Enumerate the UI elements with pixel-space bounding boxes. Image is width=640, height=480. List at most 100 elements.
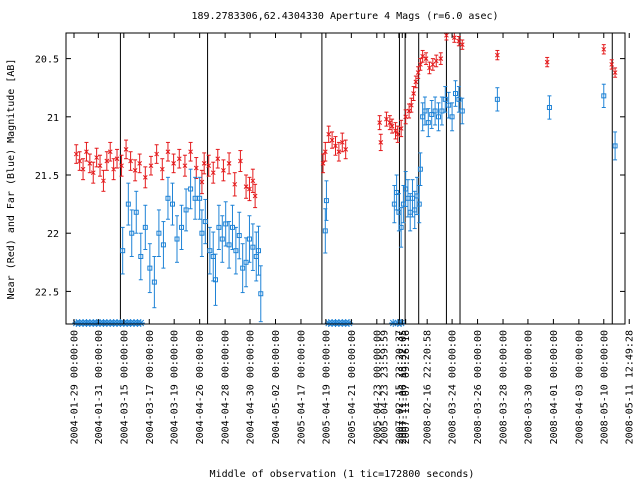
y-tick-label-3: 22 (47, 229, 59, 240)
x-tick-label-24: 2008-05-10 00:00:00 (599, 330, 610, 444)
series-0-point-61 (413, 75, 419, 89)
series-0-point-63 (418, 58, 423, 71)
series-1-point-57 (436, 102, 442, 132)
x-tick-label-7: 2004-04-30 00:00:00 (246, 330, 257, 444)
series-0-point-36 (238, 150, 243, 173)
x-ticks: 2004-01-29 00:00:00 2004-01-31 00:00:00 20… (70, 33, 636, 444)
x-tick-label-25: 2008-05-11 12:49:28 (625, 330, 636, 444)
series-1-point-0 (120, 226, 126, 275)
series-0-point-60 (411, 86, 416, 102)
series-1-point-1 (125, 182, 131, 226)
y-axis-label: Near (Red) and Far (Blue) Magnitude [AB] (6, 59, 17, 300)
series-1-point-5 (142, 204, 148, 251)
series-0-point-66 (427, 61, 432, 75)
series-1-point-62 (452, 80, 458, 107)
series-1-point-14 (183, 188, 189, 232)
x-tick-label-19: 2008-03-26 00:00:00 (473, 330, 484, 444)
x-tick-label-15: 2007-11-06 15:32:05 (398, 330, 409, 444)
x-tick-label-22: 2008-04-01 00:00:00 (549, 330, 560, 444)
x-tick-label-8: 2004-05-02 00:00:00 (271, 330, 282, 444)
series-0-point-64 (420, 49, 426, 63)
series-1-point-52 (420, 102, 426, 132)
series-1-point-22 (213, 253, 218, 306)
series-0-point-52 (387, 115, 393, 131)
x-tick-label-0: 2004-01-29 00:00:00 (70, 330, 81, 444)
series-1-point-20 (207, 226, 213, 275)
series-0-point-45 (333, 136, 338, 156)
series-0-point-14 (123, 139, 129, 160)
series-0-point-31 (210, 161, 216, 184)
series-1-point-4 (138, 232, 144, 281)
x-tick-label-17: 2008-02-16 22:20:58 (423, 330, 434, 444)
series-0-point-26 (188, 141, 193, 162)
series-1-point-60 (446, 91, 452, 119)
x-tick-label-2: 2004-03-15 00:00:00 (119, 330, 130, 444)
series-0-point-76 (601, 44, 607, 55)
series-0-point-29 (201, 152, 207, 175)
series-1-point-16 (192, 176, 198, 220)
series-0-point-58 (406, 103, 412, 119)
series-0-point-37 (243, 174, 249, 199)
series-1-point-13 (179, 204, 185, 251)
series-0-point-49 (377, 115, 382, 131)
x-tick-label-12: 2005-04-23 00:00:00 (372, 330, 383, 444)
series-0-point-44 (329, 131, 335, 149)
series-0-point-27 (193, 157, 199, 179)
series-0-point-47 (339, 132, 345, 153)
series-0-point-13 (119, 154, 124, 177)
x-tick-label-9: 2005-04-17 00:00:00 (296, 330, 307, 444)
series-0-point-11 (111, 158, 116, 181)
series-1-point-9 (160, 221, 166, 269)
series-0-point-74 (495, 49, 500, 61)
series-0-point-16 (132, 159, 138, 182)
series-0-point-70 (444, 32, 449, 41)
series-1-point-26 (226, 221, 232, 269)
series-0-point-3 (84, 141, 89, 162)
series-0-point-78 (612, 67, 618, 78)
x-tick-label-5: 2004-04-26 00:00:00 (195, 330, 206, 444)
series-0-point-73 (459, 39, 465, 50)
series-0-point-7 (97, 154, 103, 177)
series-1-point-67 (601, 83, 607, 108)
series-1-point-33 (250, 223, 256, 271)
series-0-point-12 (114, 148, 120, 169)
series-0-point-59 (408, 97, 414, 113)
series-1-point-40 (394, 174, 400, 211)
series-0-point-1 (77, 151, 83, 171)
x-tick-label-3: 2004-03-17 00:00:00 (145, 330, 156, 444)
series-0-point-18 (142, 166, 148, 189)
x-tick-label-18: 2008-03-24 00:00:00 (448, 330, 459, 444)
x-tick-label-11: 2005-04-21 00:00:00 (347, 330, 358, 444)
series-0-point-8 (101, 169, 106, 192)
series-0-point-17 (137, 153, 143, 174)
series-0-point-65 (423, 52, 429, 65)
series-1-point-23 (216, 204, 222, 251)
series-1-point-34 (253, 231, 259, 282)
y-tick-label-0: 20.5 (35, 55, 59, 66)
x-tick-label-4: 2004-03-19 00:00:00 (170, 330, 181, 444)
series-1-point-38 (323, 180, 329, 221)
series-1-point-56 (432, 96, 438, 126)
series-1-point-44 (403, 171, 409, 207)
series-1-point-17 (197, 176, 203, 220)
series-1-point-32 (246, 215, 252, 263)
series-0-point-54 (393, 122, 398, 140)
series-0-point-48 (343, 139, 349, 160)
limit-marker-19 (136, 319, 145, 327)
series-1-point-50 (416, 184, 422, 224)
series-1-point-36 (258, 265, 264, 323)
series-0-point-57 (403, 109, 409, 125)
series-0-point-2 (80, 158, 86, 181)
series-1-point-59 (442, 86, 448, 113)
chart-title: 189.2783306,62.4304330 Aperture 4 Mags (… (191, 11, 498, 22)
series-0-point-43 (326, 125, 332, 143)
series-1-point-41 (396, 193, 402, 232)
series-0-point-62 (415, 66, 421, 79)
y-tick-label-1: 21 (47, 113, 59, 124)
series-0-point-67 (430, 58, 436, 71)
series-0-point-23 (171, 153, 176, 174)
series-1-point-24 (219, 215, 225, 263)
series-1-point-51 (417, 152, 423, 186)
series-1-point-28 (233, 226, 239, 275)
